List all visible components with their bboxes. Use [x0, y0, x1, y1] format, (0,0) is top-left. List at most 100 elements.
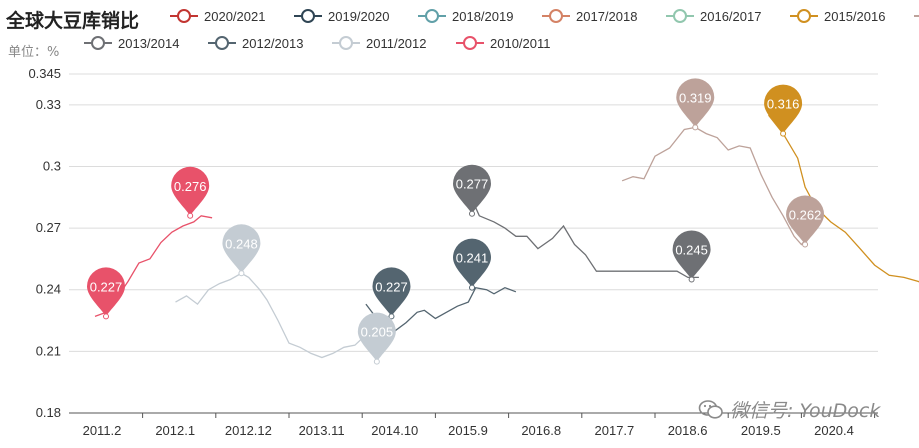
- legend[interactable]: 2020/2021 2019/2020 2018/2019 2017/2018 2016…: [84, 9, 919, 51]
- legend-label: 2010/2011: [490, 36, 551, 51]
- pin-shape: [453, 238, 491, 288]
- pin-value-label: 0.276: [174, 179, 207, 194]
- legend-marker: [215, 36, 229, 50]
- marker-point: [103, 313, 109, 320]
- legend-marker: [177, 9, 191, 23]
- legend-label: 2012/2013: [242, 36, 303, 51]
- pin-shape: [676, 78, 715, 128]
- legend-marker: [463, 36, 477, 50]
- x-tick-label: 2020.4: [814, 423, 854, 438]
- value-pin: 0.205: [357, 312, 396, 365]
- legend-item[interactable]: 2011/2012: [332, 36, 427, 51]
- legend-marker: [301, 9, 315, 23]
- pin-shape: [372, 267, 411, 317]
- pin-shape: [222, 224, 261, 274]
- pin-value-label: 0.241: [456, 251, 489, 266]
- pin-shape: [453, 164, 491, 214]
- legend-item[interactable]: 2013/2014: [84, 36, 179, 51]
- watermark: 微信号: YouDock: [698, 396, 880, 423]
- legend-item[interactable]: 2010/2011: [456, 36, 551, 51]
- legend-label: 2020/2021: [204, 9, 265, 24]
- pin-value-label: 0.319: [679, 90, 712, 105]
- value-pin: 0.241: [453, 238, 491, 291]
- x-tick-label: 2017.7: [595, 423, 635, 438]
- x-tick-label: 2014.10: [371, 423, 418, 438]
- marker-point: [469, 284, 475, 291]
- series-line-2014-2015: [621, 126, 813, 246]
- legend-label: 2015/2016: [824, 9, 885, 24]
- legend-marker: [549, 9, 563, 23]
- legend-marker: [91, 36, 105, 50]
- series-line-2015-2016: [767, 114, 919, 283]
- y-tick-label: 0.24: [36, 282, 61, 297]
- value-pin: 0.248: [222, 224, 261, 277]
- legend-label: 2017/2018: [576, 9, 637, 24]
- series-line-2011-2012: [175, 272, 367, 359]
- pin-value-label: 0.227: [90, 279, 123, 294]
- marker-point: [692, 124, 699, 131]
- legend-marker: [673, 9, 687, 23]
- pin-value-label: 0.227: [375, 279, 408, 294]
- value-pin: 0.262: [786, 195, 825, 248]
- series-lines: [94, 114, 919, 359]
- watermark-text: 微信号: YouDock: [730, 400, 881, 422]
- marker-point: [373, 358, 380, 365]
- legend-item[interactable]: 2019/2020: [294, 9, 389, 24]
- pin-shape: [87, 267, 125, 317]
- legend-marker: [339, 36, 353, 50]
- y-tick-label: 0.27: [36, 220, 61, 235]
- pin-value-label: 0.262: [789, 208, 822, 223]
- marker-point: [469, 210, 475, 217]
- y-tick-label: 0.21: [36, 343, 61, 358]
- marker-point: [780, 130, 787, 137]
- legend-item[interactable]: 2020/2021: [170, 9, 265, 24]
- x-tick-label: 2013.11: [299, 423, 345, 438]
- value-pin: 0.227: [87, 267, 125, 320]
- x-tick-label: 2012.1: [155, 423, 195, 438]
- pin-value-label: 0.277: [456, 177, 489, 192]
- legend-item[interactable]: 2015/2016: [790, 9, 885, 24]
- legend-label: 2011/2012: [366, 36, 427, 51]
- y-tick-label: 0.3: [43, 158, 61, 173]
- series-line-2013-2014: [471, 199, 699, 279]
- marker-point: [802, 241, 809, 248]
- legend-item[interactable]: 2016/2017: [666, 9, 761, 24]
- legend-item[interactable]: 2017/2018: [542, 9, 637, 24]
- legend-label: 2013/2014: [118, 36, 179, 51]
- legend-label: 2019/2020: [328, 9, 389, 24]
- legend-item[interactable]: 2012/2013: [208, 36, 303, 51]
- y-tick-label: 0.18: [36, 405, 61, 420]
- x-tick-label: 2018.6: [668, 423, 708, 438]
- marker-point: [688, 276, 695, 283]
- legend-label: 2018/2019: [452, 9, 513, 24]
- pin-value-label: 0.205: [361, 325, 394, 340]
- x-tick-label: 2012.12: [225, 423, 272, 438]
- pin-shape: [672, 230, 711, 280]
- wechat-icon: [698, 399, 723, 419]
- marker-point: [187, 212, 194, 219]
- chart-title: 全球大豆库销比: [6, 10, 140, 32]
- value-pin: 0.276: [171, 166, 210, 219]
- pin-shape: [171, 166, 210, 216]
- legend-marker: [425, 9, 439, 23]
- legend-item[interactable]: 2014/2015: [914, 9, 919, 24]
- value-markers: 0.2540.3180.2720.2420.330.2580.2870.2020…: [87, 78, 825, 365]
- unit-label: 单位：%: [8, 45, 60, 60]
- pin-shape: [764, 84, 803, 134]
- value-pin: 0.245: [672, 230, 711, 283]
- value-pin: 0.277: [453, 164, 491, 217]
- legend-marker: [797, 9, 811, 23]
- axes: 0.18 0.21 0.24 0.27 0.3 0.33 0.345 2011.2 2012.1…: [28, 66, 876, 438]
- y-tick-label: 0.33: [36, 97, 61, 112]
- y-tick-label: 0.345: [28, 66, 61, 81]
- legend-label: 2016/2017: [700, 9, 761, 24]
- x-tick-label: 2015.9: [448, 423, 488, 438]
- pin-value-label: 0.316: [767, 97, 800, 112]
- x-tick-label: 2019.5: [741, 423, 781, 438]
- value-pin: 0.319: [676, 78, 715, 131]
- x-tick-label: 2016.8: [521, 423, 561, 438]
- legend-item[interactable]: 2018/2019: [418, 9, 513, 24]
- x-tick-label: 2011.2: [83, 423, 122, 438]
- pin-shape: [786, 195, 825, 245]
